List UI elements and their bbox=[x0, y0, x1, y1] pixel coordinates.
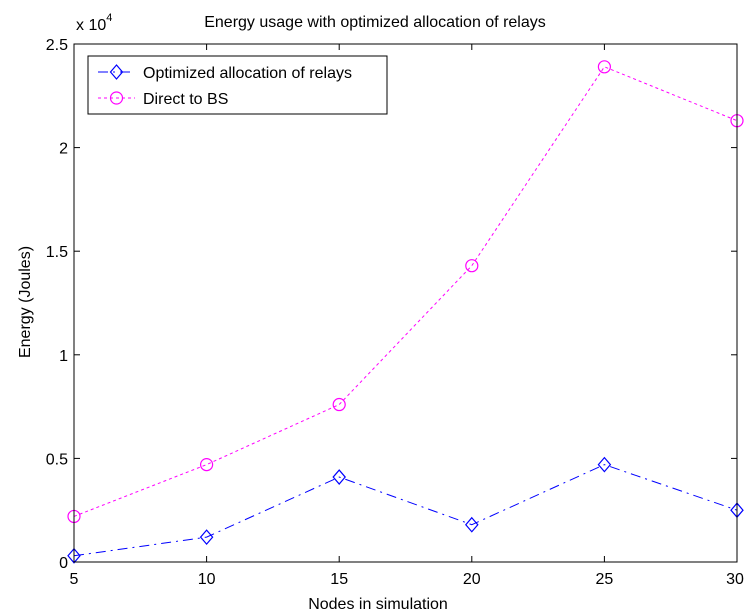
data-point-optimized-allocation-of-relays bbox=[199, 529, 214, 546]
y-tick-label: 1.5 bbox=[46, 244, 68, 261]
x-tick-label: 25 bbox=[596, 571, 614, 588]
data-point-direct-to-bs bbox=[200, 458, 214, 472]
y-tick-label: 0.5 bbox=[46, 451, 68, 468]
plot-frame bbox=[73, 43, 738, 563]
data-point-optimized-allocation-of-relays bbox=[465, 516, 479, 533]
y-axis-ticks: 0 0.5 1 1.5 2 2.5 bbox=[46, 37, 737, 572]
data-point-optimized-allocation-of-relays bbox=[597, 456, 612, 473]
chart-title: Energy usage with optimized allocation o… bbox=[204, 14, 546, 31]
series-direct-to-bs bbox=[67, 60, 744, 524]
x-tick-label: 10 bbox=[198, 571, 216, 588]
x-tick-label: 30 bbox=[726, 571, 744, 588]
series-line-optimized-allocation-of-relays bbox=[73, 464, 738, 557]
data-point-optimized-allocation-of-relays bbox=[67, 547, 81, 564]
legend-marker-optimized-allocation-of-relays bbox=[109, 64, 124, 80]
legend-marker-direct-to-bs bbox=[109, 91, 124, 105]
data-point-direct-to-bs bbox=[332, 397, 346, 412]
x-tick-label: 5 bbox=[70, 571, 79, 588]
y-axis-multiplier: x 104 bbox=[76, 12, 112, 34]
data-point-optimized-allocation-of-relays bbox=[332, 469, 346, 485]
legend: Optimized allocation of relays Direct to … bbox=[87, 55, 388, 115]
y-tick-label: 2.5 bbox=[46, 37, 68, 54]
x-tick-label: 20 bbox=[463, 571, 481, 588]
legend-box bbox=[87, 55, 388, 115]
y-axis-multiplier-base: x 10 bbox=[76, 17, 106, 34]
y-tick-label: 2 bbox=[59, 141, 68, 158]
x-tick-label: 15 bbox=[330, 571, 348, 588]
data-point-direct-to-bs bbox=[465, 259, 479, 273]
y-tick-label: 0 bbox=[59, 555, 68, 572]
y-axis-multiplier-exponent: 4 bbox=[106, 12, 112, 24]
y-tick-label: 1 bbox=[59, 348, 68, 365]
data-point-direct-to-bs bbox=[597, 60, 612, 74]
plot-area bbox=[67, 60, 744, 564]
legend-label-optimized-allocation-of-relays: Optimized allocation of relays bbox=[143, 65, 352, 82]
series-optimized-allocation-of-relays bbox=[67, 456, 744, 564]
x-axis-ticks: 5 10 15 20 25 30 bbox=[70, 44, 744, 588]
x-axis-label: Nodes in simulation bbox=[308, 596, 448, 613]
series-line-direct-to-bs bbox=[73, 66, 738, 517]
y-axis-label: Energy (Joules) bbox=[17, 246, 34, 358]
legend-label-direct-to-bs: Direct to BS bbox=[143, 91, 228, 108]
